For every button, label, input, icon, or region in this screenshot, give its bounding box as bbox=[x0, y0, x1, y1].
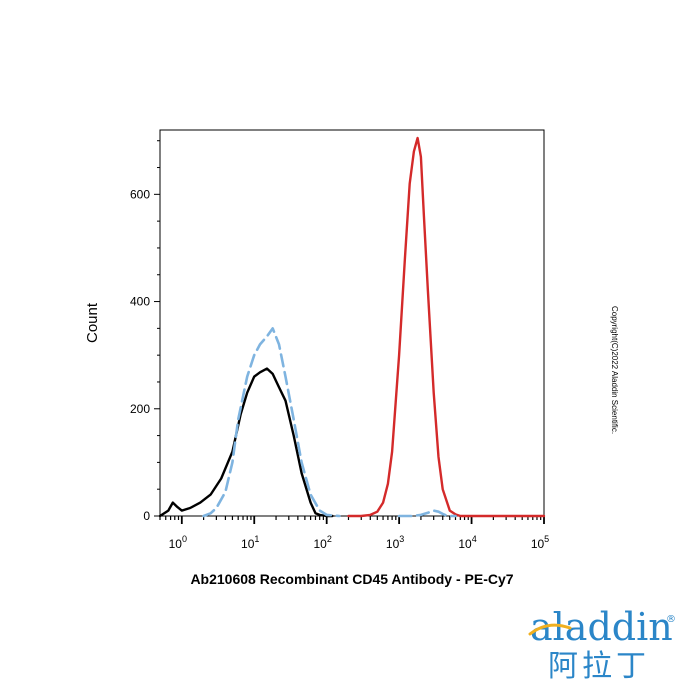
chart-title: Ab210608 Recombinant CD45 Antibody - PE-… bbox=[190, 571, 513, 587]
logo-swoosh-icon bbox=[528, 623, 572, 636]
x-tick-label: 101 bbox=[241, 534, 259, 551]
series-line-1 bbox=[202, 327, 341, 518]
x-tick-label: 100 bbox=[169, 534, 187, 551]
copyright-text: Copyright(C)2022 Aladdin Scientific. bbox=[610, 306, 619, 434]
logo-wordmark: aladdin bbox=[530, 605, 673, 649]
series-group bbox=[158, 136, 546, 518]
logo-registered-mark: ® bbox=[666, 614, 676, 625]
x-axis: 100 101 102 103 104 105 bbox=[159, 516, 549, 551]
y-tick-label: 0 bbox=[143, 509, 150, 523]
plot-frame bbox=[159, 129, 545, 517]
y-axis: 0 200 400 600 bbox=[130, 140, 160, 523]
logo-cjk-wordmark: 阿拉丁 bbox=[548, 649, 650, 684]
y-tick-label: 600 bbox=[130, 187, 150, 201]
y-tick-label: 200 bbox=[130, 402, 150, 416]
series-line-2 bbox=[347, 136, 546, 518]
y-axis-title: Count bbox=[84, 302, 101, 343]
aladdin-logo: aladdin 阿拉丁 ® bbox=[528, 605, 676, 684]
x-tick-label: 104 bbox=[458, 534, 476, 551]
x-tick-label: 103 bbox=[386, 534, 404, 551]
series-line-0 bbox=[158, 367, 334, 518]
series-line-3 bbox=[397, 509, 457, 518]
x-tick-label: 102 bbox=[313, 534, 331, 551]
y-tick-label: 400 bbox=[130, 295, 150, 309]
x-tick-label: 105 bbox=[531, 534, 549, 551]
